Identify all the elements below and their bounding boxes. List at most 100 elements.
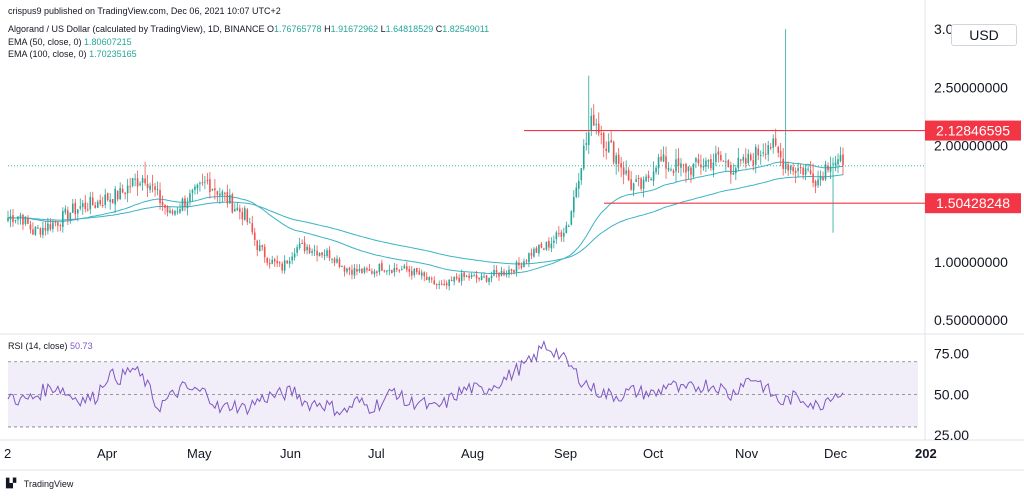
ema50-legend[interactable]: EMA (50, close, 0) 1.80607215 [8, 37, 132, 47]
candle[interactable] [343, 265, 346, 277]
candle[interactable] [27, 215, 29, 225]
candle[interactable] [595, 118, 598, 135]
candle[interactable] [194, 184, 196, 195]
candle[interactable] [685, 162, 687, 183]
candle[interactable] [829, 156, 832, 180]
candle[interactable] [353, 264, 356, 279]
candle[interactable] [204, 176, 206, 190]
candle[interactable] [406, 261, 408, 273]
candle[interactable] [331, 258, 333, 264]
candle[interactable] [450, 276, 453, 282]
candle[interactable] [396, 263, 398, 273]
candle[interactable] [243, 205, 246, 221]
candle[interactable] [401, 265, 403, 271]
candle[interactable] [428, 276, 431, 283]
candle[interactable] [715, 145, 717, 166]
candle[interactable] [12, 209, 14, 227]
candle[interactable] [839, 146, 842, 163]
candle[interactable] [657, 153, 660, 175]
candle[interactable] [136, 170, 139, 196]
candle[interactable] [216, 190, 219, 202]
candle[interactable] [37, 225, 39, 229]
candle[interactable] [682, 163, 685, 173]
candle[interactable] [199, 181, 201, 192]
candle[interactable] [777, 145, 779, 158]
candle[interactable] [647, 170, 650, 183]
candle[interactable] [410, 266, 413, 280]
candle[interactable] [47, 217, 49, 235]
candle[interactable] [420, 269, 423, 280]
candle[interactable] [64, 205, 67, 215]
candle[interactable] [645, 173, 647, 183]
candle[interactable] [563, 227, 565, 243]
candle[interactable] [256, 239, 259, 257]
candle[interactable] [622, 161, 625, 185]
candle[interactable] [146, 174, 149, 198]
candle[interactable] [737, 147, 740, 172]
candle[interactable] [196, 183, 199, 195]
candle[interactable] [667, 162, 670, 173]
candle[interactable] [458, 274, 460, 283]
candle[interactable] [560, 229, 563, 242]
candle[interactable] [129, 177, 131, 194]
candle[interactable] [161, 195, 164, 212]
candle[interactable] [642, 176, 645, 198]
candle[interactable] [104, 188, 107, 209]
candle[interactable] [503, 268, 505, 277]
candle[interactable] [744, 148, 747, 169]
candle[interactable] [590, 107, 593, 137]
candle[interactable] [565, 221, 568, 234]
candle[interactable] [789, 164, 792, 175]
candle[interactable] [159, 182, 161, 210]
candle[interactable] [376, 270, 378, 277]
candle[interactable] [101, 196, 104, 208]
candle[interactable] [381, 259, 383, 271]
candle[interactable] [174, 209, 176, 216]
candle[interactable] [725, 152, 727, 172]
candle[interactable] [655, 165, 657, 175]
candle[interactable] [523, 258, 525, 268]
candle[interactable] [792, 163, 794, 176]
candle[interactable] [89, 191, 92, 215]
candle[interactable] [505, 270, 508, 278]
candle[interactable] [293, 248, 296, 261]
candle[interactable] [759, 150, 762, 165]
candle[interactable] [662, 146, 665, 163]
candle[interactable] [660, 149, 662, 162]
candle[interactable] [246, 207, 249, 226]
candle[interactable] [109, 192, 111, 210]
candle[interactable] [485, 274, 488, 283]
candle[interactable] [520, 262, 523, 270]
candle[interactable] [637, 174, 640, 187]
candle[interactable] [81, 199, 84, 215]
candle[interactable] [229, 188, 231, 205]
candle[interactable] [141, 175, 144, 191]
candle[interactable] [463, 271, 465, 281]
candle[interactable] [822, 171, 824, 181]
candle[interactable] [665, 146, 667, 179]
candle[interactable] [54, 220, 57, 227]
candle[interactable] [79, 198, 82, 211]
candle[interactable] [600, 125, 603, 145]
candle[interactable] [224, 191, 226, 202]
candle[interactable] [231, 192, 234, 214]
candle[interactable] [156, 181, 159, 196]
candle[interactable] [17, 216, 19, 225]
candle[interactable] [672, 168, 675, 176]
currency-selector[interactable]: USD [951, 24, 1017, 46]
candle[interactable] [351, 264, 353, 280]
candle[interactable] [473, 273, 475, 277]
candle[interactable] [513, 269, 515, 275]
candle[interactable] [475, 270, 478, 283]
candle[interactable] [582, 139, 585, 171]
candle[interactable] [799, 163, 802, 174]
candle[interactable] [276, 255, 278, 268]
candle[interactable] [453, 276, 455, 286]
candle[interactable] [268, 258, 271, 269]
candle[interactable] [358, 264, 361, 274]
candle[interactable] [301, 239, 303, 244]
candle[interactable] [687, 166, 690, 180]
candle[interactable] [630, 171, 632, 191]
candle[interactable] [59, 223, 62, 232]
candle[interactable] [764, 142, 767, 160]
